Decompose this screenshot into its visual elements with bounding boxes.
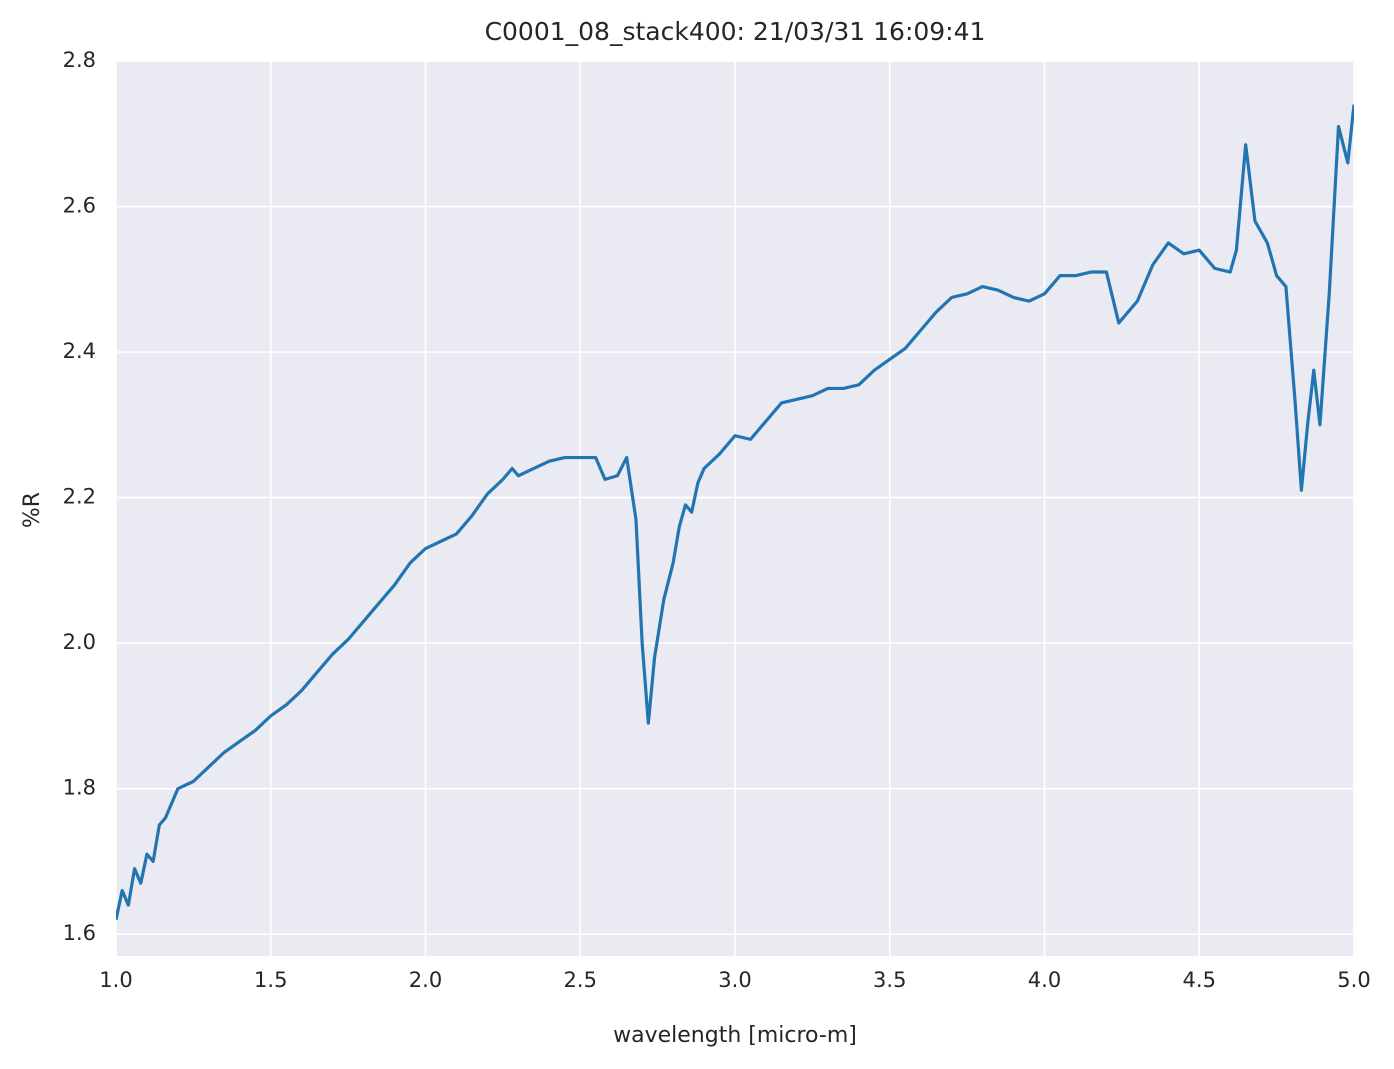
x-tick-label: 2.0 <box>409 968 442 992</box>
x-axis-label: wavelength [micro-m] <box>613 1023 857 1048</box>
y-tick-label: 2.0 <box>63 630 96 654</box>
x-tick-label: 2.5 <box>564 968 597 992</box>
x-tick-label: 1.0 <box>99 968 132 992</box>
y-tick-label: 2.6 <box>63 194 96 218</box>
x-tick-label: 3.5 <box>873 968 906 992</box>
y-tick-label: 2.8 <box>63 48 96 72</box>
y-tick-label: 2.2 <box>63 485 96 509</box>
data-line <box>116 104 1354 920</box>
y-tick-label: 1.6 <box>63 921 96 945</box>
x-tick-label: 5.0 <box>1337 968 1370 992</box>
x-tick-label: 3.0 <box>718 968 751 992</box>
x-tick-label: 1.5 <box>254 968 287 992</box>
y-axis-label: %R <box>20 492 45 528</box>
x-tick-label: 4.0 <box>1028 968 1061 992</box>
y-tick-label: 2.4 <box>63 339 96 363</box>
chart-title: C0001_08_stack400: 21/03/31 16:09:41 <box>485 17 986 46</box>
x-tick-label: 4.5 <box>1183 968 1216 992</box>
y-tick-label: 1.8 <box>63 776 96 800</box>
